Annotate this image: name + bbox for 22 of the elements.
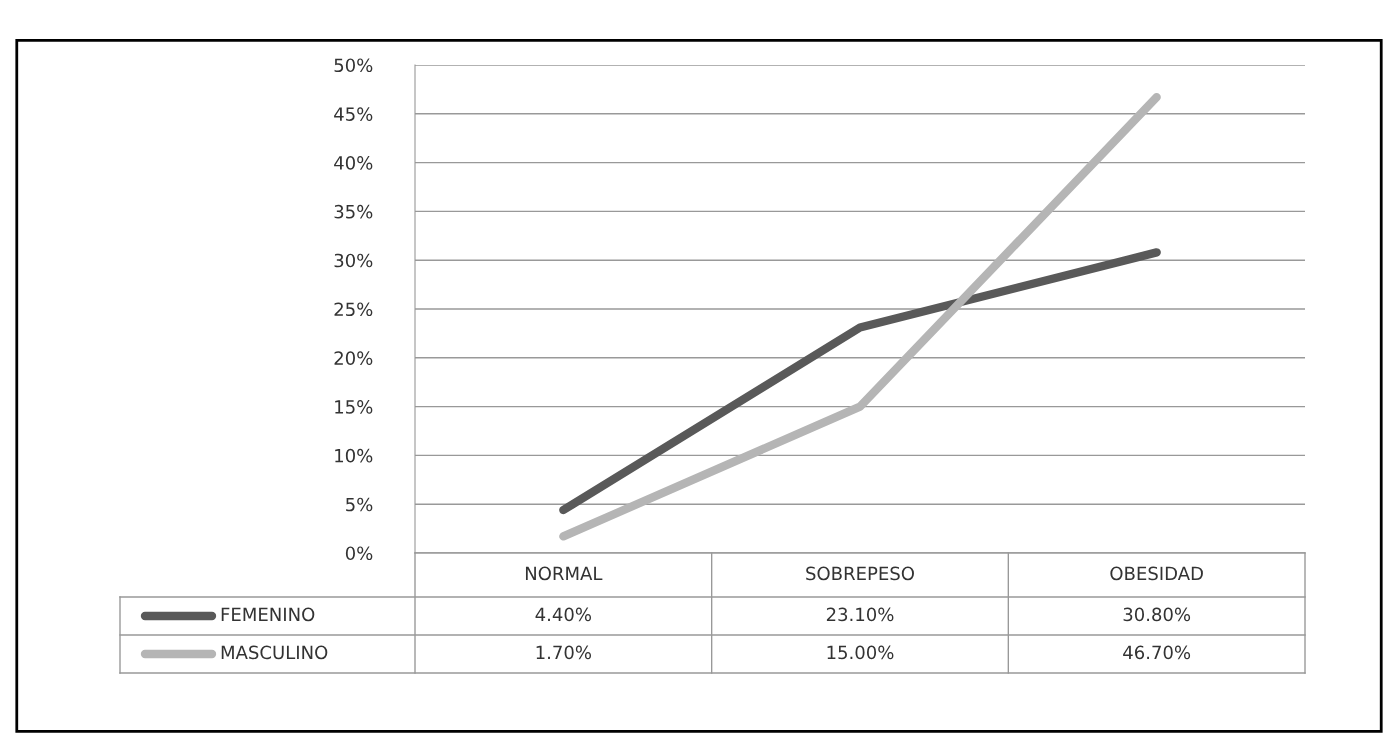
y-tick-label: 35% [334, 204, 373, 219]
y-tick-label: 5% [346, 497, 373, 512]
y-tick-label: 40% [334, 156, 373, 170]
legend-label: FEMENINO [221, 607, 315, 622]
y-tick-label: 10% [335, 448, 373, 463]
data-label: 30.80% [1123, 607, 1191, 622]
y-tick-label: 45% [334, 107, 373, 121]
y-tick-label: 0% [345, 546, 373, 561]
x-tick-label: OBESIDAD [1110, 566, 1203, 581]
data-label: 23.10% [826, 607, 894, 622]
data-label: 4.40% [535, 607, 592, 622]
data-label: 15.00% [827, 645, 894, 660]
legend-label: MASCULINO [221, 645, 328, 660]
data-label: 46.70% [1123, 645, 1191, 660]
x-tick-label: SOBREPESO [806, 566, 914, 581]
y-tick-label: 50% [334, 58, 373, 73]
y-tick-label: 15% [335, 400, 373, 414]
data-label: 1.70% [536, 645, 592, 660]
y-tick-label: 20% [334, 351, 373, 365]
y-tick-label: 25% [334, 302, 373, 317]
x-tick-label: NORMAL [525, 566, 603, 581]
y-tick-label: 30% [334, 253, 373, 268]
